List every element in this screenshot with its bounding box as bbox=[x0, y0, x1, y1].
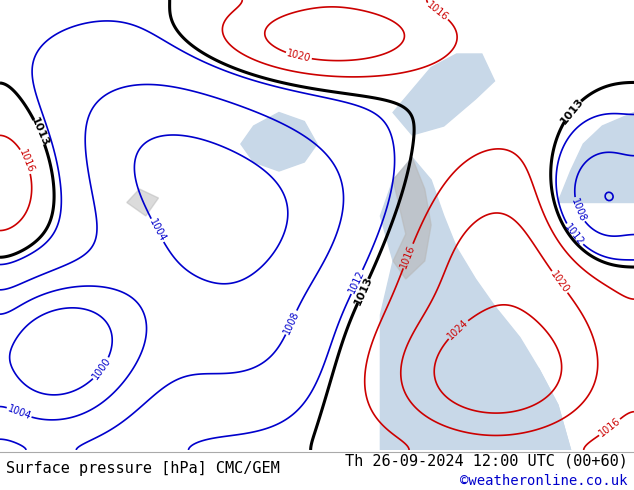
Text: 1008: 1008 bbox=[569, 196, 588, 223]
Text: 1016: 1016 bbox=[597, 416, 623, 439]
Text: 1013: 1013 bbox=[559, 96, 586, 126]
Text: 1004: 1004 bbox=[147, 217, 167, 244]
Text: Surface pressure [hPa] CMC/GEM: Surface pressure [hPa] CMC/GEM bbox=[6, 461, 280, 475]
Text: 1012: 1012 bbox=[562, 222, 586, 247]
Polygon shape bbox=[393, 54, 495, 135]
Text: 1020: 1020 bbox=[548, 269, 571, 295]
Text: 1016: 1016 bbox=[425, 0, 450, 23]
Text: Th 26-09-2024 12:00 UTC (00+60): Th 26-09-2024 12:00 UTC (00+60) bbox=[345, 454, 628, 469]
Text: 1008: 1008 bbox=[281, 309, 301, 336]
Text: 1012: 1012 bbox=[347, 269, 366, 295]
Polygon shape bbox=[476, 360, 571, 450]
Text: 1020: 1020 bbox=[285, 49, 312, 64]
Text: 1004: 1004 bbox=[6, 404, 32, 422]
Text: 1013: 1013 bbox=[353, 275, 374, 307]
Polygon shape bbox=[241, 113, 317, 171]
Polygon shape bbox=[127, 189, 158, 216]
Text: 1013: 1013 bbox=[29, 116, 50, 148]
Polygon shape bbox=[558, 113, 634, 202]
Text: 1016: 1016 bbox=[399, 243, 417, 269]
Text: 1024: 1024 bbox=[446, 317, 470, 342]
Polygon shape bbox=[380, 157, 571, 450]
Text: ©weatheronline.co.uk: ©weatheronline.co.uk bbox=[460, 474, 628, 488]
Text: 1016: 1016 bbox=[17, 148, 36, 174]
Text: 1000: 1000 bbox=[91, 356, 113, 382]
Polygon shape bbox=[393, 157, 431, 279]
